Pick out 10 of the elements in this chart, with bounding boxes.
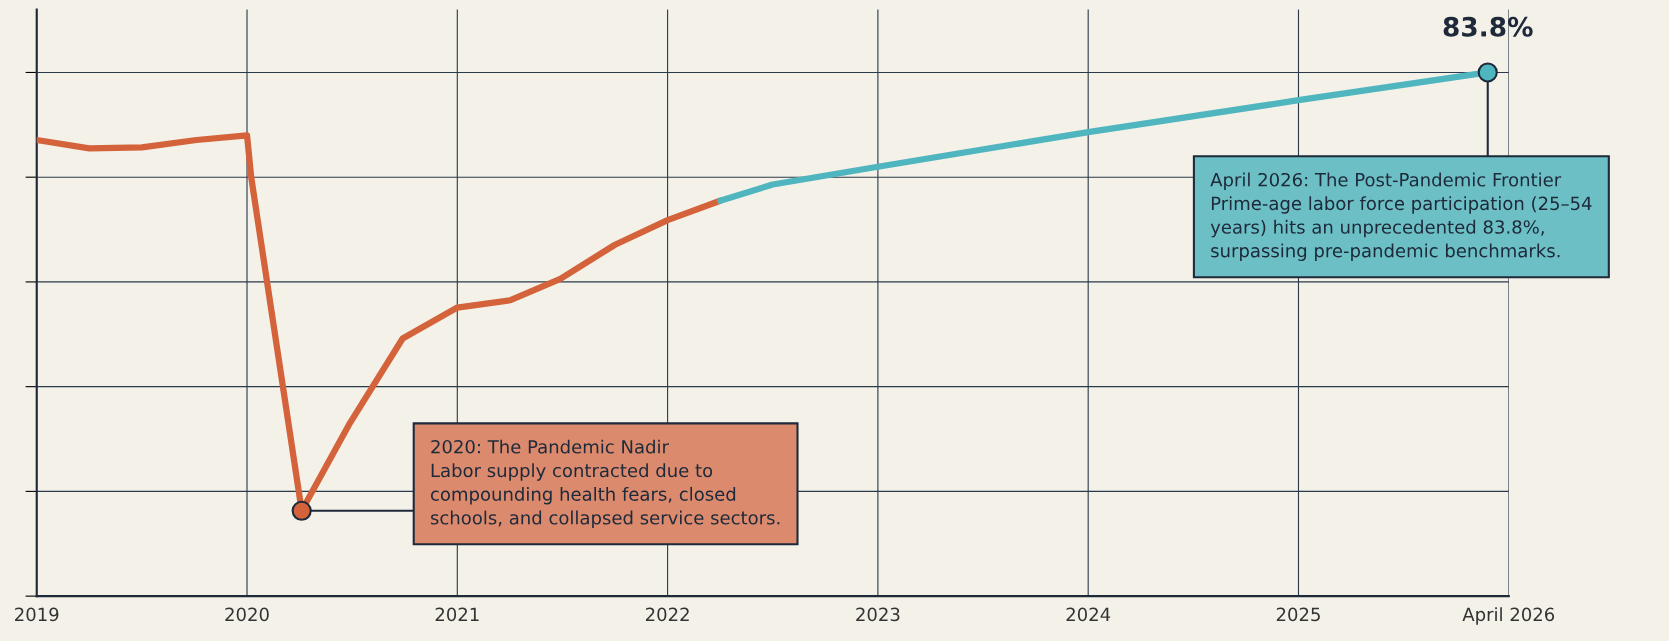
x-tick-label: 2024 — [1066, 607, 1111, 622]
x-tick-label: 2023 — [856, 607, 900, 622]
x-tick-label: 2019 — [15, 607, 59, 622]
x-tick-label: April 2026 — [1462, 607, 1555, 625]
x-tick-label: 2021 — [435, 607, 479, 622]
x-tick-label: 2025 — [1276, 607, 1320, 622]
x-tick-label: 2022 — [645, 607, 689, 622]
annotation: April 2026: The Post-Pandemic Frontier Prime-age labor force participation (25–54 years) hits an unprecedented 83.8%, surpassing pre-pandemic benchmarks. — [1210, 172, 1592, 261]
x-tick-label: 2020 — [225, 607, 269, 622]
annotation: 2020: The Pandemic Nadir Labor supply contracted due to compounding health fears, closed schools, and collapsed service sectors. — [430, 439, 780, 529]
